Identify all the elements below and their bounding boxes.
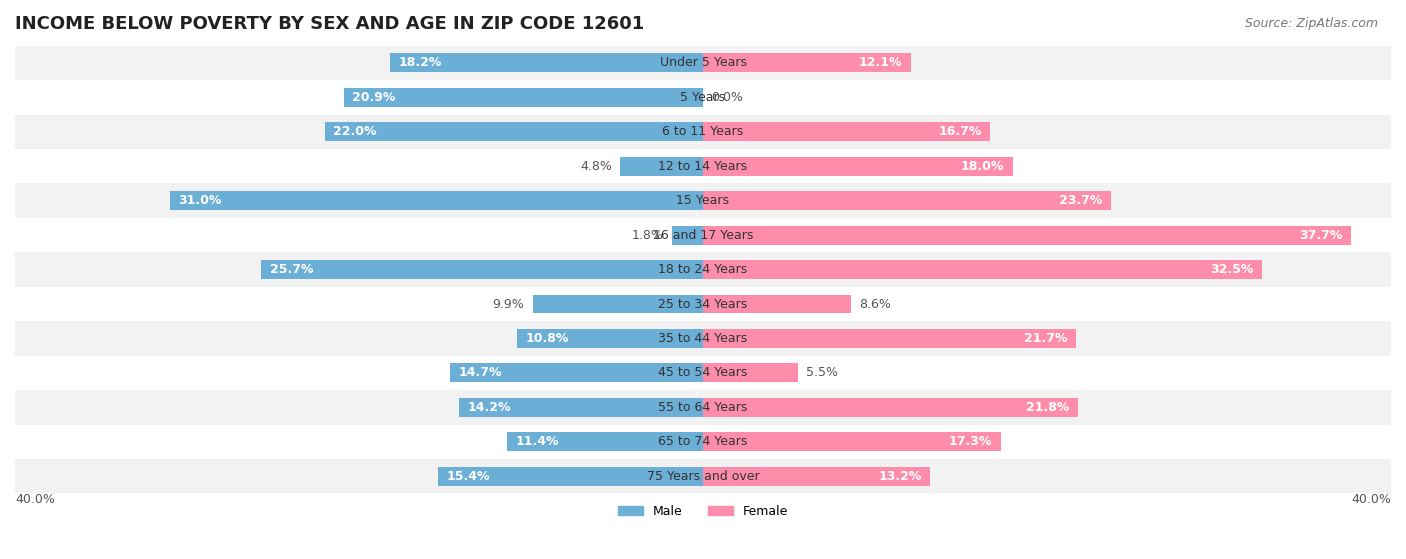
Text: 16.7%: 16.7% — [938, 125, 981, 138]
Text: 55 to 64 Years: 55 to 64 Years — [658, 401, 748, 414]
Text: 9.9%: 9.9% — [492, 297, 524, 310]
Bar — [325, 122, 703, 141]
Bar — [458, 398, 703, 417]
Text: 0.0%: 0.0% — [711, 91, 744, 104]
Bar — [703, 122, 990, 141]
Text: 17.3%: 17.3% — [949, 435, 993, 448]
Text: 25.7%: 25.7% — [270, 263, 314, 276]
Text: 8.6%: 8.6% — [859, 297, 891, 310]
Text: 75 Years and over: 75 Years and over — [647, 470, 759, 483]
Bar — [450, 363, 703, 382]
Bar — [703, 398, 1078, 417]
Legend: Male, Female: Male, Female — [613, 500, 793, 523]
Bar — [15, 459, 1391, 494]
Bar — [15, 218, 1391, 252]
Bar — [703, 260, 1263, 279]
Bar — [15, 390, 1391, 425]
Text: 40.0%: 40.0% — [1351, 494, 1391, 506]
Bar — [517, 329, 703, 348]
Bar — [672, 226, 703, 245]
Text: 18.0%: 18.0% — [960, 160, 1004, 173]
Text: 11.4%: 11.4% — [516, 435, 560, 448]
Text: 21.7%: 21.7% — [1024, 332, 1067, 345]
Bar — [15, 149, 1391, 183]
Text: 15.4%: 15.4% — [447, 470, 491, 483]
Text: 14.7%: 14.7% — [458, 366, 502, 380]
Bar — [343, 88, 703, 107]
Text: 5 Years: 5 Years — [681, 91, 725, 104]
Bar — [15, 287, 1391, 321]
Text: 1.8%: 1.8% — [631, 229, 664, 241]
Bar — [15, 425, 1391, 459]
Text: 22.0%: 22.0% — [333, 125, 377, 138]
Text: 4.8%: 4.8% — [579, 160, 612, 173]
Text: 13.2%: 13.2% — [879, 470, 921, 483]
Text: 35 to 44 Years: 35 to 44 Years — [658, 332, 748, 345]
Bar — [508, 432, 703, 451]
Text: 40.0%: 40.0% — [15, 494, 55, 506]
Bar — [15, 115, 1391, 149]
Text: 15 Years: 15 Years — [676, 194, 730, 207]
Text: 10.8%: 10.8% — [526, 332, 569, 345]
Bar — [15, 46, 1391, 80]
Text: 18.2%: 18.2% — [398, 56, 441, 69]
Text: 16 and 17 Years: 16 and 17 Years — [652, 229, 754, 241]
Bar — [703, 54, 911, 72]
Text: Source: ZipAtlas.com: Source: ZipAtlas.com — [1244, 17, 1378, 30]
Bar — [262, 260, 703, 279]
Bar — [703, 191, 1111, 210]
Bar — [15, 252, 1391, 287]
Bar — [703, 467, 929, 486]
Text: 6 to 11 Years: 6 to 11 Years — [662, 125, 744, 138]
Bar — [620, 157, 703, 176]
Bar — [170, 191, 703, 210]
Bar — [439, 467, 703, 486]
Bar — [15, 356, 1391, 390]
Text: Under 5 Years: Under 5 Years — [659, 56, 747, 69]
Text: 65 to 74 Years: 65 to 74 Years — [658, 435, 748, 448]
Bar — [703, 226, 1351, 245]
Text: 12.1%: 12.1% — [859, 56, 903, 69]
Text: 31.0%: 31.0% — [179, 194, 222, 207]
Text: 18 to 24 Years: 18 to 24 Years — [658, 263, 748, 276]
Bar — [703, 329, 1076, 348]
Bar — [533, 295, 703, 314]
Text: 14.2%: 14.2% — [467, 401, 510, 414]
Bar — [389, 54, 703, 72]
Text: 23.7%: 23.7% — [1059, 194, 1102, 207]
Text: 21.8%: 21.8% — [1026, 401, 1070, 414]
Bar — [703, 432, 1001, 451]
Bar — [703, 363, 797, 382]
Bar — [703, 295, 851, 314]
Text: 37.7%: 37.7% — [1299, 229, 1343, 241]
Text: 45 to 54 Years: 45 to 54 Years — [658, 366, 748, 380]
Text: 25 to 34 Years: 25 to 34 Years — [658, 297, 748, 310]
Bar — [15, 80, 1391, 115]
Text: 20.9%: 20.9% — [352, 91, 395, 104]
Text: 32.5%: 32.5% — [1211, 263, 1253, 276]
Bar — [15, 183, 1391, 218]
Text: 12 to 14 Years: 12 to 14 Years — [658, 160, 748, 173]
Text: INCOME BELOW POVERTY BY SEX AND AGE IN ZIP CODE 12601: INCOME BELOW POVERTY BY SEX AND AGE IN Z… — [15, 15, 644, 33]
Bar — [15, 321, 1391, 356]
Bar — [703, 157, 1012, 176]
Text: 5.5%: 5.5% — [806, 366, 838, 380]
